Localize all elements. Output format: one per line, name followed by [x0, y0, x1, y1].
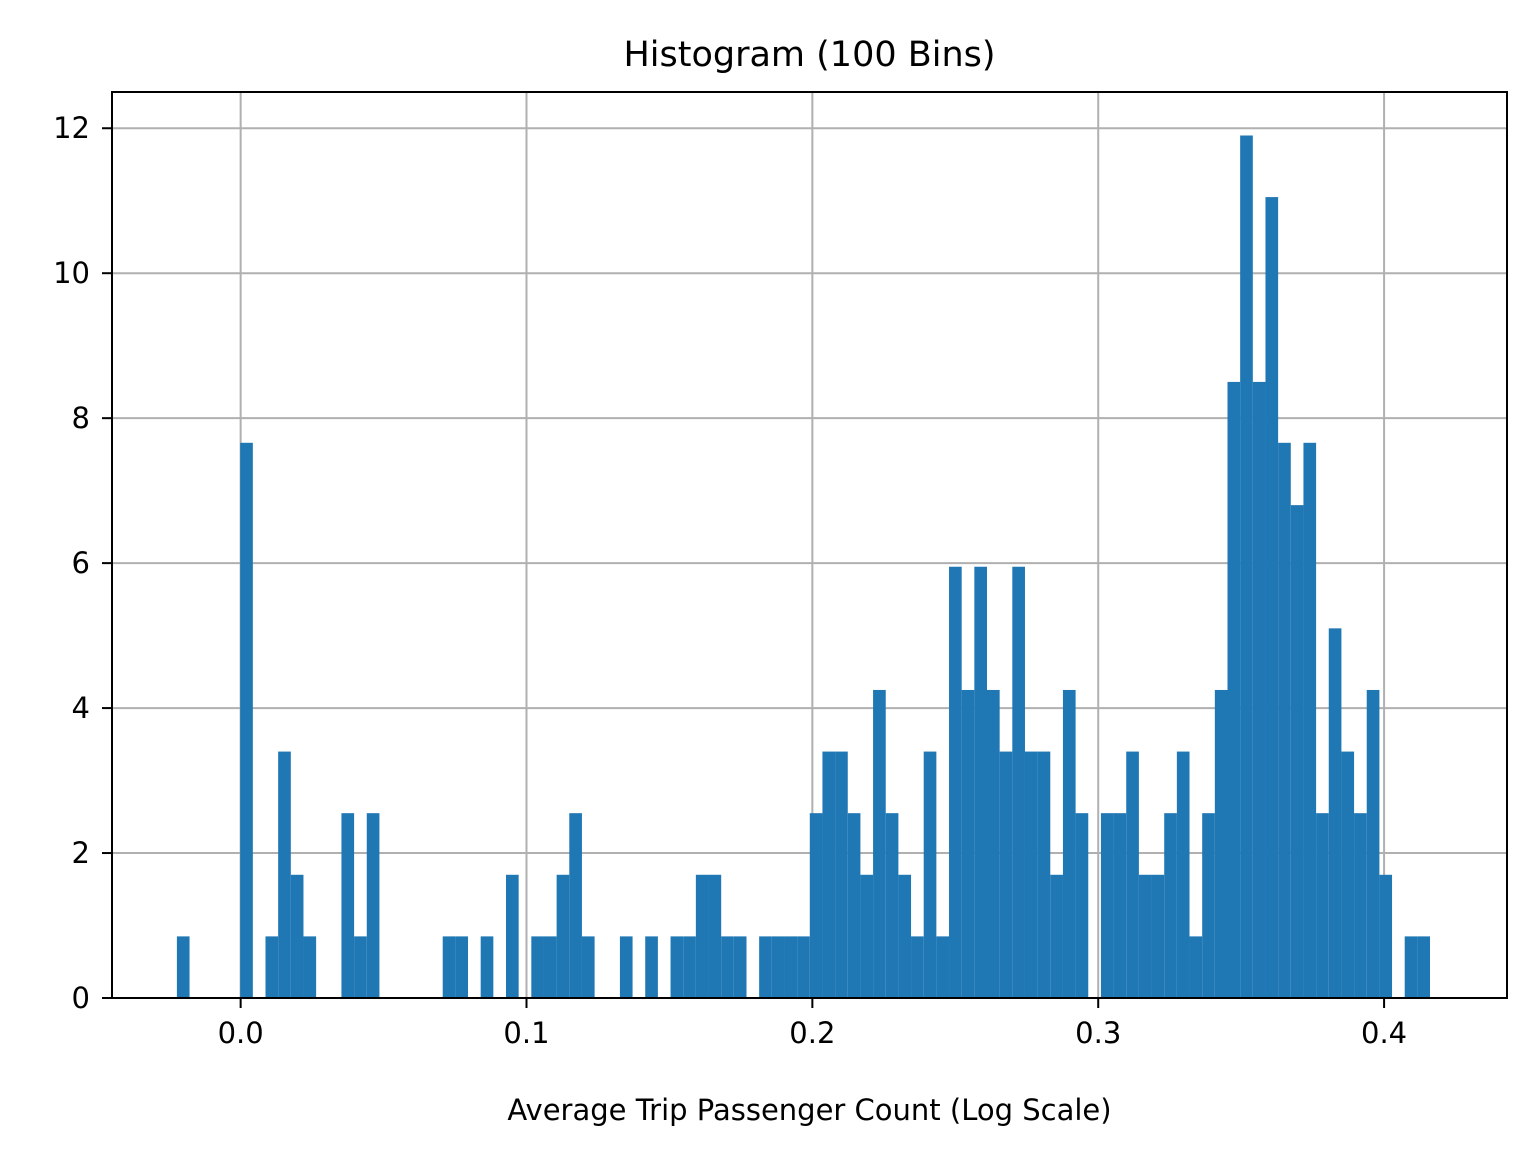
histogram-bar-35 — [619, 936, 633, 998]
chart-title: Histogram (100 Bins) — [623, 35, 995, 75]
x-tick-label-0: 0.0 — [218, 1016, 264, 1050]
histogram-bar-98 — [1417, 936, 1431, 998]
histogram-bar-55 — [873, 689, 886, 998]
x-axis-title: Average Trip Passenger Count (Log Scale) — [507, 1093, 1111, 1127]
histogram-bar-5 — [240, 442, 253, 998]
y-tick-label-5: 10 — [53, 256, 90, 290]
histogram-bar-84 — [1240, 135, 1253, 998]
x-tick-label-3: 0.3 — [1075, 1016, 1121, 1050]
x-tick-label-4: 0.4 — [1361, 1016, 1407, 1050]
histogram-bar-95 — [1379, 874, 1393, 998]
y-tick-label-2: 4 — [72, 691, 90, 725]
histogram-bar-89 — [1303, 442, 1317, 998]
histogram-bar-64 — [986, 689, 1000, 998]
histogram-bar-56 — [885, 813, 899, 998]
histogram-bar-8 — [278, 751, 291, 998]
histogram-bar-97 — [1404, 936, 1418, 998]
histogram-bar-40 — [683, 936, 696, 998]
histogram-bar-94 — [1366, 689, 1380, 998]
histogram-bar-68 — [1037, 751, 1051, 998]
histogram-bar-80 — [1189, 936, 1203, 998]
histogram-bar-22 — [455, 936, 469, 998]
histogram-bar-15 — [366, 813, 380, 998]
histogram-bar-82 — [1214, 689, 1228, 998]
histogram-bar-32 — [581, 936, 595, 998]
histogram-bar-37 — [645, 936, 658, 998]
histogram-bar-39 — [670, 936, 684, 998]
histogram-bar-71 — [1075, 813, 1089, 998]
histogram-bar-29 — [543, 936, 557, 998]
histogram-bar-57 — [898, 874, 912, 998]
histogram-bar-86 — [1265, 197, 1279, 998]
axis-ticks: 0.0 0.1 0.2 0.3 0.4 0 2 4 6 8 10 12 — [53, 111, 1407, 1050]
y-tick-label-1: 2 — [72, 836, 90, 870]
histogram-bar-83 — [1227, 381, 1241, 998]
histogram-bar-81 — [1202, 813, 1215, 998]
x-tick-label-2: 0.2 — [789, 1016, 835, 1050]
histogram-bar-10 — [303, 936, 317, 998]
x-tick-label-1: 0.1 — [503, 1016, 549, 1050]
histogram-bar-70 — [1062, 689, 1076, 998]
histogram-bar-9 — [290, 874, 304, 998]
histogram-bar-69 — [1050, 874, 1063, 998]
histogram-bar-52 — [835, 751, 848, 998]
histogram-bar-87 — [1278, 442, 1291, 998]
y-tick-label-6: 12 — [53, 111, 90, 145]
histogram-bar-62 — [961, 689, 975, 998]
histogram-bar-24 — [480, 936, 494, 998]
histogram-bar-53 — [847, 813, 861, 998]
histogram-bar-60 — [936, 936, 950, 998]
histogram-bar-28 — [531, 936, 544, 998]
histogram-bar-90 — [1316, 813, 1329, 998]
histogram-bar-58 — [911, 936, 924, 998]
histogram-bar-63 — [974, 566, 987, 998]
y-tick-label-3: 6 — [72, 546, 90, 580]
histogram-bar-76 — [1138, 874, 1152, 998]
histogram-bar-7 — [265, 936, 279, 998]
histogram-bar-85 — [1252, 381, 1266, 998]
histogram-bar-73 — [1100, 813, 1114, 998]
histogram-bar-61 — [949, 566, 962, 998]
plot-frame — [111, 91, 1508, 999]
histogram-bar-77 — [1151, 874, 1165, 998]
histogram-bar-47 — [771, 936, 785, 998]
histogram-bar-43 — [721, 936, 734, 998]
histogram-bar-13 — [341, 813, 355, 998]
histogram-bar-46 — [759, 936, 772, 998]
histogram-bar-67 — [1024, 751, 1038, 998]
histogram-bar-59 — [923, 751, 937, 998]
histogram-bar-51 — [822, 751, 836, 998]
histogram-bars — [176, 135, 1431, 998]
histogram-bar-93 — [1354, 813, 1367, 998]
histogram-bar-54 — [860, 874, 874, 998]
histogram-bar-14 — [354, 936, 367, 998]
histogram-bar-49 — [797, 936, 810, 998]
histogram-bar-91 — [1328, 628, 1342, 998]
histogram-bar-26 — [505, 874, 519, 998]
histogram-bar-21 — [442, 936, 456, 998]
y-tick-label-0: 0 — [72, 981, 90, 1015]
histogram-bar-31 — [569, 813, 582, 998]
histogram-bar-48 — [784, 936, 798, 998]
histogram-bar-78 — [1164, 813, 1177, 998]
histogram-bar-79 — [1176, 751, 1190, 998]
histogram-bar-88 — [1290, 505, 1304, 998]
histogram-bar-42 — [708, 874, 722, 998]
histogram-bar-74 — [1113, 813, 1127, 998]
histogram-bar-92 — [1341, 751, 1355, 998]
histogram-bar-75 — [1126, 751, 1139, 998]
histogram-bar-66 — [1012, 566, 1025, 998]
histogram-bar-0 — [176, 936, 190, 998]
histogram-bar-30 — [556, 874, 570, 998]
histogram-bar-44 — [733, 936, 747, 998]
histogram-bar-65 — [999, 751, 1013, 998]
y-tick-label-4: 8 — [72, 401, 90, 435]
histogram-bar-50 — [809, 813, 823, 998]
histogram-bar-41 — [695, 874, 709, 998]
